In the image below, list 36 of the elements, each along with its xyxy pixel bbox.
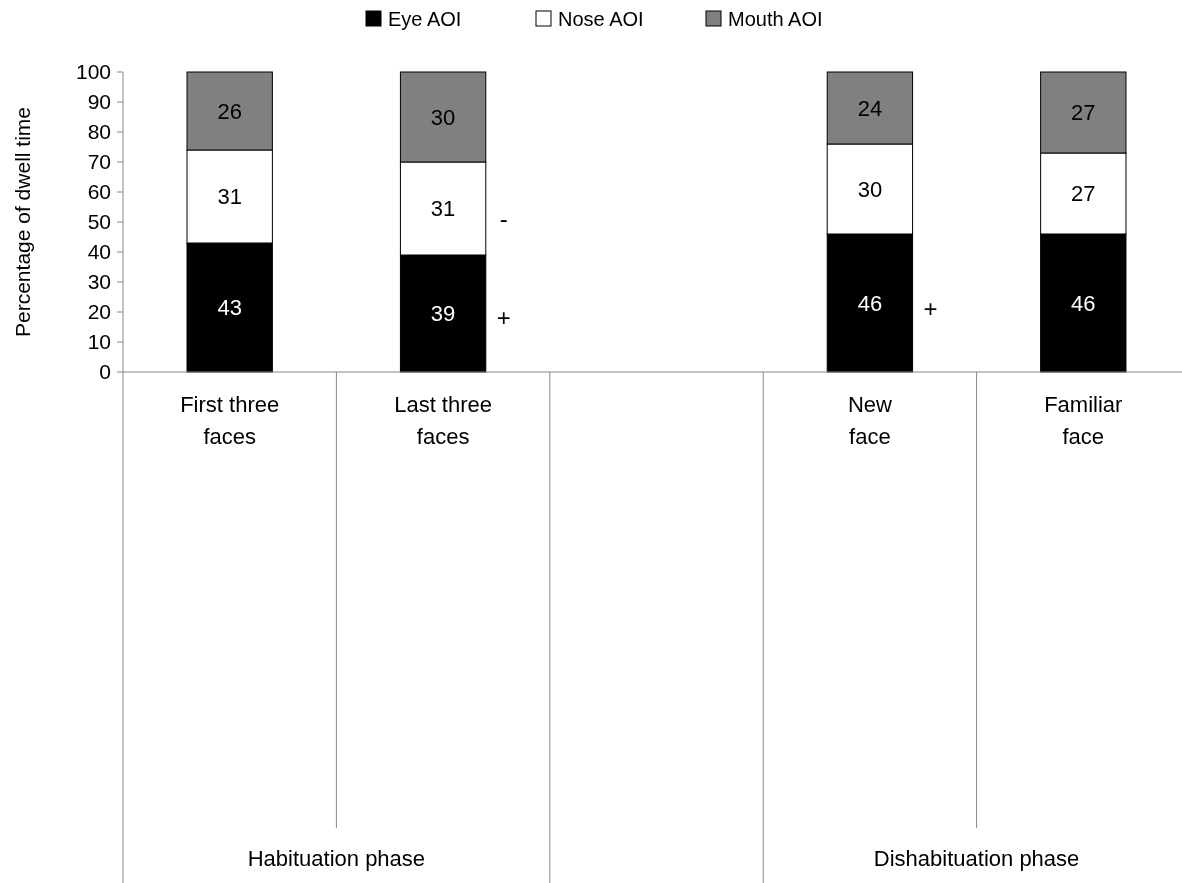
y-tick-label: 50 — [87, 210, 111, 234]
data-label: 46 — [857, 290, 883, 316]
y-tick-label: 100 — [75, 60, 111, 84]
legend-label: Eye AOI — [388, 8, 462, 30]
annotation: + — [923, 295, 938, 323]
y-tick-label: 10 — [87, 330, 111, 354]
y-tick-label: 30 — [87, 270, 111, 294]
y-tick-label: 80 — [87, 120, 111, 144]
y-tick-label: 90 — [87, 90, 111, 114]
data-label: 27 — [1071, 100, 1096, 126]
annotation: + — [496, 304, 511, 332]
data-label: 26 — [217, 98, 242, 124]
y-tick-label: 60 — [87, 180, 111, 204]
data-label: 27 — [1071, 181, 1096, 207]
data-label: 24 — [857, 95, 883, 121]
data-label: 31 — [430, 196, 456, 222]
legend-label: Mouth AOI — [728, 8, 823, 30]
data-label: 31 — [217, 184, 242, 210]
text: Dishabituation phase — [873, 846, 1080, 871]
y-tick-label: 20 — [87, 300, 111, 324]
y-tick-label: 0 — [99, 360, 111, 384]
y-tick-label: 70 — [87, 150, 111, 174]
text: Habituation phase — [247, 846, 426, 871]
x-tick-label: Familiar face — [1044, 392, 1123, 449]
x-tick-label: Last three faces — [394, 392, 493, 449]
data-label: 39 — [430, 301, 456, 327]
data-label: 30 — [430, 104, 456, 130]
annotation: - — [499, 205, 508, 233]
x-tick-label: First three faces — [180, 392, 280, 449]
legend-label: Nose AOI — [558, 8, 644, 30]
x-tick-label: New face — [847, 392, 893, 449]
y-tick-label: 40 — [87, 240, 111, 264]
y-axis-title: Percentage of dwell time — [11, 107, 34, 337]
data-label: 46 — [1071, 290, 1096, 316]
data-label: 30 — [857, 176, 883, 202]
data-label: 43 — [217, 295, 242, 321]
